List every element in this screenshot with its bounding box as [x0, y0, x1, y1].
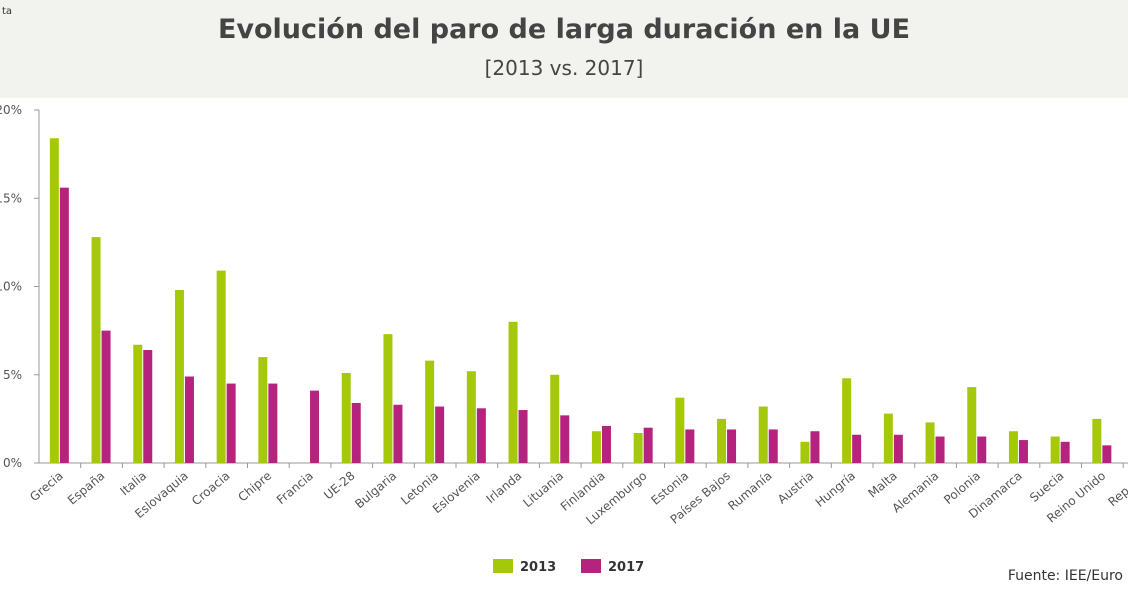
- bar: [842, 378, 852, 463]
- bar: [685, 429, 695, 463]
- bar: [393, 404, 403, 463]
- x-tick-label: Croacia: [189, 469, 232, 509]
- bar: [1018, 440, 1028, 463]
- bar: [643, 427, 653, 463]
- bar: [717, 418, 727, 463]
- bar: [476, 408, 486, 463]
- x-tick-label: Irlanda: [483, 469, 524, 507]
- x-tick-label: Chipre: [235, 469, 274, 505]
- legend-swatch: [493, 559, 513, 573]
- bar: [258, 357, 268, 463]
- bar: [133, 344, 143, 463]
- legend-swatch: [581, 559, 601, 573]
- bar: [977, 436, 987, 463]
- bar: [601, 425, 611, 463]
- y-tick-label: 0%: [3, 456, 22, 470]
- legend-label: 2017: [608, 560, 644, 575]
- bar: [800, 441, 810, 463]
- corner-text: ta: [2, 6, 12, 17]
- bar: [425, 360, 435, 463]
- x-tick-label: Hungría: [813, 469, 858, 510]
- bar: [633, 432, 643, 463]
- bar: [591, 431, 601, 463]
- y-tick-label: 15%: [0, 191, 22, 205]
- bar: [91, 237, 101, 463]
- y-tick-label: 5%: [3, 368, 22, 382]
- bar: [310, 390, 320, 463]
- bar: [1008, 431, 1018, 463]
- x-tick-label: UE-28: [321, 469, 358, 503]
- bar: [1060, 441, 1070, 463]
- bar: [383, 334, 393, 463]
- bar: [768, 429, 778, 463]
- bar: [341, 372, 351, 463]
- bar: [560, 415, 570, 463]
- bar: [518, 410, 528, 463]
- bar: [925, 422, 935, 463]
- bar: [216, 270, 226, 463]
- bar: [1102, 445, 1112, 463]
- x-tick-label: Alemania: [889, 469, 941, 516]
- x-tick-label: Austria: [775, 469, 816, 507]
- y-tick-label: 20%: [0, 103, 22, 117]
- bar: [351, 402, 361, 463]
- bar: [883, 413, 893, 463]
- bar: [758, 406, 768, 463]
- bar: [466, 371, 476, 463]
- x-tick-label: Rep. Ch: [1105, 469, 1128, 510]
- header-band: [0, 0, 1128, 98]
- x-tick-label: España: [65, 469, 108, 508]
- x-tick-label: Grecia: [27, 469, 66, 505]
- y-tick-label: 10%: [0, 280, 22, 294]
- bar: [174, 290, 184, 463]
- chart-title: Evolución del paro de larga duración en …: [218, 14, 910, 45]
- bar: [935, 436, 945, 463]
- x-tick-label: Malta: [865, 469, 899, 501]
- x-tick-label: Suecia: [1027, 469, 1067, 505]
- x-tick-label: Francia: [274, 469, 316, 508]
- bar: [893, 434, 903, 463]
- bar: [49, 138, 59, 464]
- bar: [508, 321, 518, 463]
- bar: [435, 406, 445, 463]
- bar: [143, 350, 153, 463]
- chart-subtitle: [2013 vs. 2017]: [485, 56, 644, 80]
- bar: [967, 387, 977, 463]
- source: Fuente: IEE/Euro: [1008, 568, 1123, 584]
- bar: [1050, 436, 1060, 463]
- bar: [675, 397, 685, 463]
- bar: [226, 383, 236, 463]
- bar: [101, 330, 111, 463]
- bar: [550, 374, 560, 463]
- bar: [810, 431, 820, 463]
- bar: [184, 376, 194, 463]
- bar: [1092, 418, 1102, 463]
- bar: [59, 187, 69, 463]
- bar: [268, 383, 278, 463]
- bar: [727, 429, 737, 463]
- legend-label: 2013: [520, 560, 556, 575]
- x-tick-label: Rumanía: [725, 469, 774, 514]
- bar: [852, 434, 862, 463]
- x-tick-label: Italia: [117, 469, 149, 499]
- x-tick-label: Bulgaria: [352, 469, 399, 512]
